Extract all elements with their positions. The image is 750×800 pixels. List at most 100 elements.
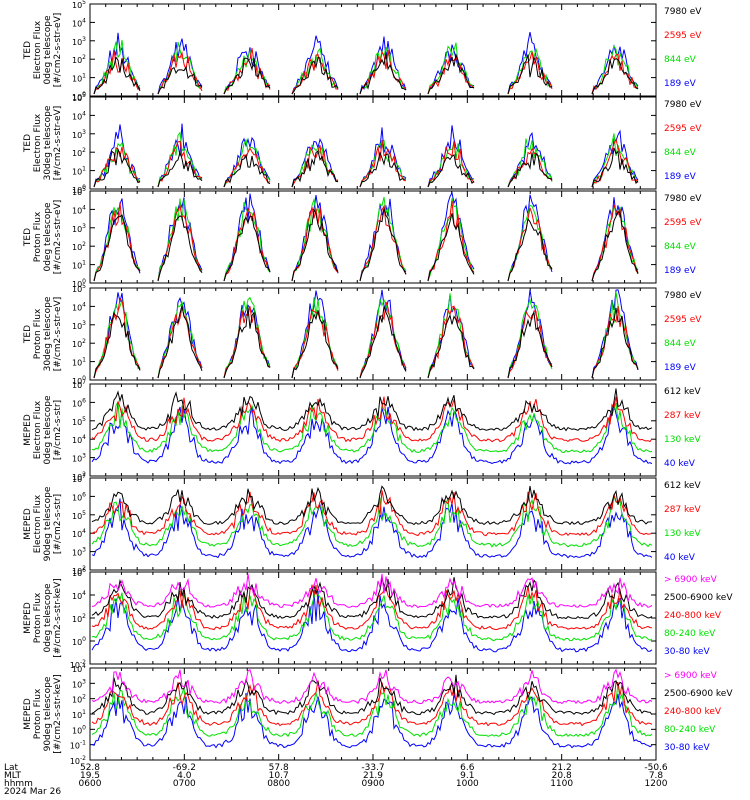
x-tick-hhmm: 1100 bbox=[550, 779, 573, 789]
x-tick-lat: -69.2 bbox=[173, 763, 196, 773]
y-axis-label: Electron Flux bbox=[33, 113, 43, 172]
plot-frame bbox=[89, 287, 657, 381]
x-row-label: MLT bbox=[4, 771, 22, 781]
y-axis-label: [#/cm2-s-str] bbox=[53, 494, 63, 554]
x-tick-hhmm: 0800 bbox=[267, 779, 290, 789]
y-tick-label: 105 bbox=[72, 0, 86, 10]
legend-entry: 844 eV bbox=[664, 242, 697, 252]
y-tick-label: 101 bbox=[72, 709, 86, 720]
y-tick-label: 104 bbox=[72, 590, 86, 601]
x-row-label: 2024 Mar 26 bbox=[4, 787, 61, 797]
y-axis-label: Electron Flux bbox=[33, 494, 43, 553]
x-tick-mlt: 7.8 bbox=[649, 771, 664, 781]
series-trace-blue bbox=[91, 590, 653, 653]
legend-entry: 189 eV bbox=[664, 363, 697, 373]
y-axis-label: Electron Flux bbox=[33, 400, 43, 459]
y-axis-label: [#/cm2-s-str-eV] bbox=[53, 297, 63, 372]
y-axis-label: TED bbox=[23, 134, 33, 153]
legend-entry: 30-80 keV bbox=[664, 743, 710, 753]
y-axis-label: MEPED bbox=[23, 602, 33, 634]
y-tick-label: 102 bbox=[72, 338, 86, 349]
x-tick-lat: -50.6 bbox=[644, 763, 668, 773]
y-axis-label: Proton Flux bbox=[33, 592, 43, 643]
legend-entry: 2500-6900 keV bbox=[664, 593, 733, 603]
series-trace-black bbox=[94, 306, 652, 379]
legend-entry: 844 eV bbox=[664, 55, 697, 65]
y-tick-label: 103 bbox=[72, 129, 86, 140]
panel-7: 10-2 100 102 104 106 MEPED Proton Flux 0deg tel… bbox=[23, 567, 733, 670]
x-tick-lat: 6.6 bbox=[460, 763, 475, 773]
series-trace-black bbox=[91, 485, 653, 526]
legend-entry: 7980 eV bbox=[664, 100, 702, 110]
series-trace-green bbox=[91, 494, 653, 548]
y-tick-label: 103 bbox=[72, 547, 86, 558]
y-axis-label: TED bbox=[23, 41, 33, 60]
legend-entry: 7980 eV bbox=[664, 194, 702, 204]
y-tick-label: 106 bbox=[72, 567, 86, 578]
x-tick-mlt: 9.1 bbox=[460, 771, 474, 781]
series-trace-blue bbox=[94, 193, 652, 281]
legend-entry: 7980 eV bbox=[664, 291, 702, 301]
series-trace-blue bbox=[91, 402, 653, 465]
y-tick-label: 104 bbox=[72, 663, 86, 674]
y-tick-label: 106 bbox=[72, 397, 86, 408]
y-tick-label: 102 bbox=[72, 565, 86, 576]
series-trace-red bbox=[91, 396, 653, 443]
legend-entry: 2595 eV bbox=[664, 124, 702, 134]
legend-entry: 30-80 keV bbox=[664, 647, 710, 657]
y-tick-label: 100 bbox=[72, 91, 86, 102]
series-trace-black bbox=[91, 674, 653, 716]
x-row-label: Lat bbox=[4, 763, 19, 773]
x-row-label: hhmm bbox=[4, 779, 33, 789]
y-axis-label: [#/cm2-s-str-keV] bbox=[53, 578, 63, 657]
y-tick-label: 103 bbox=[72, 678, 86, 689]
y-axis-label: [#/cm2-s-str-eV] bbox=[53, 106, 63, 181]
y-tick-label: 104 bbox=[72, 434, 86, 445]
y-tick-label: 106 bbox=[72, 491, 86, 502]
series-trace-black bbox=[91, 577, 653, 620]
x-tick-lat: 52.8 bbox=[80, 763, 100, 773]
series-trace-green bbox=[91, 400, 653, 454]
y-axis-label: 0deg telescope bbox=[43, 202, 53, 272]
y-axis-label: 90deg telescope bbox=[43, 486, 53, 561]
panel-6: 102 103 104 105 106 107 MEPED Electron Flux 90de… bbox=[23, 473, 701, 576]
legend-entry: 2500-6900 keV bbox=[664, 689, 733, 699]
y-tick-label: 104 bbox=[72, 528, 86, 539]
series-trace-green bbox=[91, 684, 653, 738]
panel-8: 10-2 10-1 100 101 102 103 104 MEPED Proton Flux 9… bbox=[23, 663, 733, 766]
legend-entry: 240-800 keV bbox=[664, 707, 722, 717]
series-trace-magenta bbox=[91, 573, 653, 609]
series-trace-black bbox=[91, 388, 653, 432]
y-tick-label: 104 bbox=[72, 301, 86, 312]
x-tick-lat: 21.2 bbox=[552, 763, 572, 773]
y-tick-label: 100 bbox=[72, 724, 86, 735]
x-tick-hhmm: 0700 bbox=[173, 779, 196, 789]
y-axis-label: 30deg telescope bbox=[43, 105, 53, 180]
y-axis-label: 90deg telescope bbox=[43, 676, 53, 751]
y-tick-label: 100 bbox=[72, 375, 86, 386]
y-tick-label: 102 bbox=[72, 241, 86, 252]
series-trace-green bbox=[94, 40, 652, 94]
series-trace-black bbox=[94, 148, 652, 187]
legend-entry: 612 keV bbox=[664, 481, 701, 491]
y-tick-label: 100 bbox=[72, 278, 86, 289]
y-tick-label: 102 bbox=[72, 54, 86, 65]
y-axis-label: MEPED bbox=[23, 698, 33, 730]
y-axis-label: Proton Flux bbox=[33, 211, 43, 262]
y-axis-label: [#/cm2-s-str-eV] bbox=[53, 200, 63, 275]
y-tick-label: 10-2 bbox=[70, 659, 86, 670]
x-tick-lat: -33.7 bbox=[361, 763, 384, 773]
y-tick-label: 100 bbox=[72, 636, 86, 647]
y-axis-label: 0deg telescope bbox=[43, 395, 53, 465]
y-tick-label: 105 bbox=[72, 92, 86, 103]
y-tick-label: 107 bbox=[72, 473, 86, 484]
legend-entry: 130 keV bbox=[664, 435, 701, 445]
series-trace-magenta bbox=[91, 668, 653, 705]
y-tick-label: 103 bbox=[72, 320, 86, 331]
legend-entry: 2595 eV bbox=[664, 31, 702, 41]
y-axis-label: Proton Flux bbox=[33, 688, 43, 739]
y-tick-label: 100 bbox=[72, 184, 86, 195]
panel-3: 100 101 102 103 104 105 TED Proton Flux 0deg tel… bbox=[23, 186, 702, 289]
series-trace-red bbox=[91, 490, 653, 537]
x-tick-hhmm: 1000 bbox=[456, 779, 479, 789]
